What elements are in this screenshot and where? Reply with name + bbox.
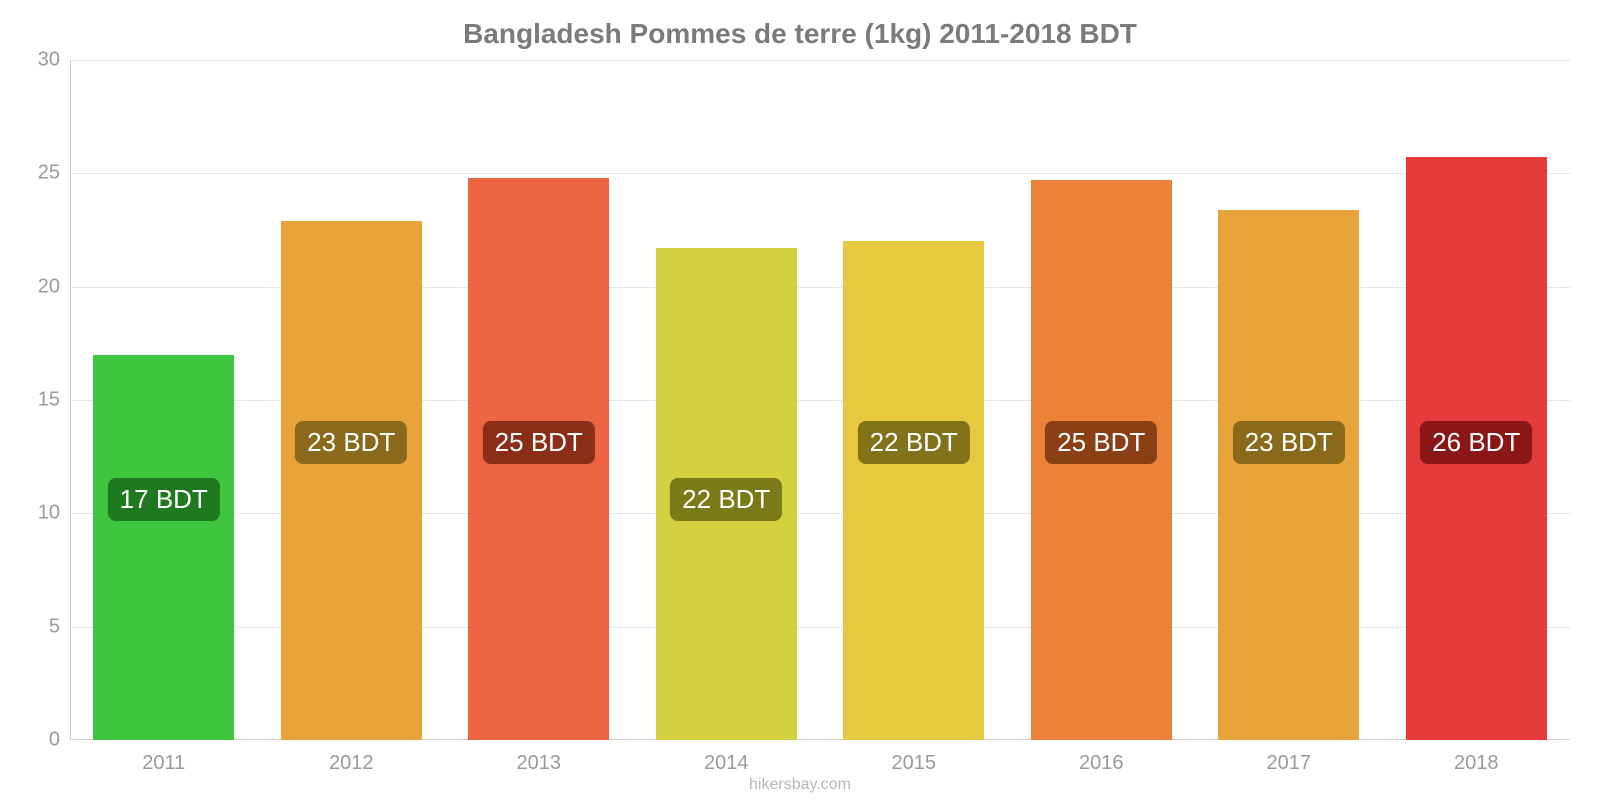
plot-area: 051015202530201117 BDT201223 BDT201325 B…: [70, 60, 1570, 740]
value-badge: 23 BDT: [295, 421, 407, 464]
y-tick-label: 15: [38, 389, 70, 412]
gridline: [70, 60, 1570, 61]
bar: [93, 355, 234, 740]
chart-container: Bangladesh Pommes de terre (1kg) 2011-20…: [0, 0, 1600, 800]
x-tick-label: 2012: [329, 740, 374, 775]
x-tick-label: 2011: [142, 740, 185, 775]
value-badge: 17 BDT: [108, 478, 220, 521]
value-badge: 22 BDT: [858, 421, 970, 464]
bar: [281, 221, 422, 740]
value-badge: 26 BDT: [1420, 421, 1532, 464]
y-tick-label: 20: [38, 275, 70, 298]
x-tick-label: 2015: [892, 740, 937, 775]
y-tick-label: 10: [38, 502, 70, 525]
x-tick-label: 2013: [517, 740, 562, 775]
value-badge: 25 BDT: [483, 421, 595, 464]
x-tick-label: 2016: [1079, 740, 1124, 775]
attribution-text: hikersbay.com: [0, 776, 1600, 794]
gridline: [70, 173, 1570, 174]
x-tick-label: 2018: [1454, 740, 1499, 775]
y-tick-label: 30: [38, 49, 70, 72]
bar: [1218, 210, 1359, 740]
y-tick-label: 25: [38, 162, 70, 185]
value-badge: 25 BDT: [1045, 421, 1157, 464]
y-tick-label: 5: [49, 615, 70, 638]
chart-title: Bangladesh Pommes de terre (1kg) 2011-20…: [0, 18, 1600, 50]
x-tick-label: 2017: [1267, 740, 1312, 775]
y-tick-label: 0: [49, 729, 70, 752]
x-tick-label: 2014: [704, 740, 749, 775]
bar: [843, 241, 984, 740]
value-badge: 23 BDT: [1233, 421, 1345, 464]
value-badge: 22 BDT: [670, 478, 782, 521]
y-axis-line: [70, 60, 71, 740]
